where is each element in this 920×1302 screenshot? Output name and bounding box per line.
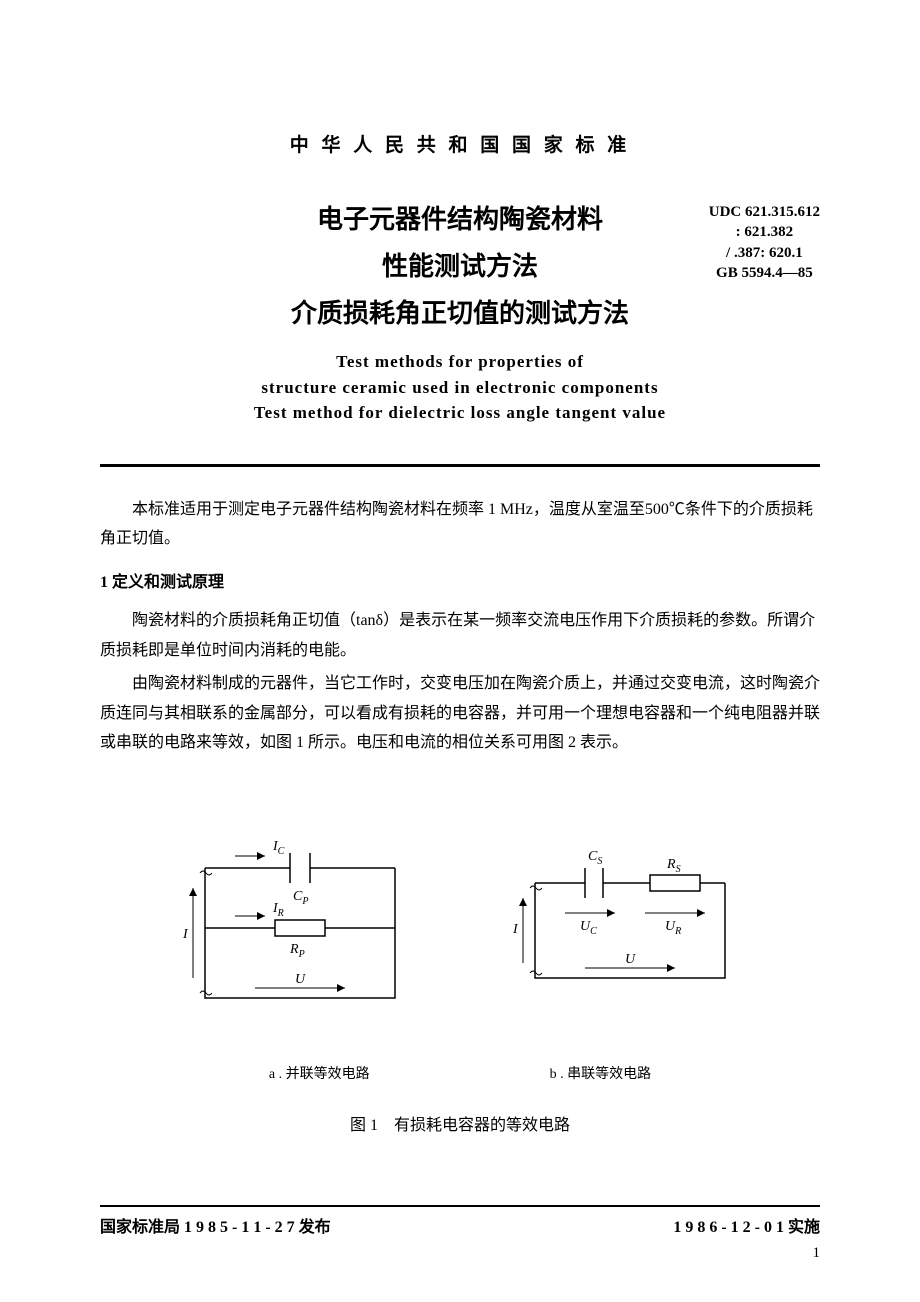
svg-text:U: U	[295, 972, 306, 987]
svg-text:CP: CP	[293, 889, 308, 907]
circuit-b-series: CS RS UC UR I U	[495, 828, 755, 1028]
main-title-line3: 介质损耗角正切值的测试方法	[100, 291, 820, 338]
title-section: 电子元器件结构陶瓷材料 性能测试方法 介质损耗角正切值的测试方法 UDC 621…	[100, 197, 820, 337]
svg-text:IR: IR	[272, 901, 284, 919]
svg-text:UC: UC	[580, 919, 597, 937]
svg-text:IC: IC	[272, 839, 285, 857]
country-standard-label: 中 华 人 民 共 和 国 国 家 标 准	[100, 130, 820, 157]
intro-paragraph: 本标准适用于测定电子元器件结构陶瓷材料在频率 1 MHz，温度从室温至500℃条…	[100, 495, 820, 554]
footer-line: 国家标准局 1 9 8 5 - 1 1 - 2 7 发布 1 9 8 6 - 1…	[100, 1213, 820, 1237]
footer-left: 国家标准局 1 9 8 5 - 1 1 - 2 7 发布	[100, 1213, 331, 1237]
svg-text:CS: CS	[588, 849, 602, 867]
footer-rule	[100, 1205, 820, 1207]
section-1-p2: 由陶瓷材料制成的元器件，当它工作时，交变电压加在陶瓷介质上，并通过交变电流，这时…	[100, 669, 820, 758]
en-title-line2: structure ceramic used in electronic com…	[100, 375, 820, 401]
section-1-heading: 1 定义和测试原理	[100, 568, 820, 592]
circuit-a-parallel: IC CP IR RP I U	[165, 828, 425, 1028]
footer-right: 1 9 8 6 - 1 2 - 0 1 实施	[673, 1213, 820, 1237]
caption-b: b . 串联等效电路	[550, 1063, 652, 1083]
svg-text:I: I	[512, 922, 519, 937]
svg-text:RP: RP	[289, 942, 305, 960]
svg-text:UR: UR	[665, 919, 681, 937]
udc-block: UDC 621.315.612 : 621.382 / .387: 620.1 …	[709, 202, 820, 283]
svg-text:I: I	[182, 927, 189, 942]
svg-text:RS: RS	[666, 857, 681, 875]
heavy-rule-top	[100, 464, 820, 467]
en-title-line3: Test method for dielectric loss angle ta…	[100, 400, 820, 426]
figure-1-area: IC CP IR RP I U	[100, 828, 820, 1028]
figure-1-title: 图 1 有损耗电容器的等效电路	[100, 1111, 820, 1135]
en-title-line1: Test methods for properties of	[100, 349, 820, 375]
english-title: Test methods for properties of structure…	[100, 349, 820, 426]
udc-line3: / .387: 620.1	[709, 243, 820, 263]
udc-line1: UDC 621.315.612	[709, 202, 820, 222]
section-1-p1: 陶瓷材料的介质损耗角正切值（tanδ）是表示在某一频率交流电压作用下介质损耗的参…	[100, 606, 820, 665]
figure-1-subcaptions: a . 并联等效电路 b . 串联等效电路	[100, 1063, 820, 1083]
page-number: 1	[813, 1245, 821, 1262]
caption-a: a . 并联等效电路	[269, 1063, 370, 1083]
udc-line2: : 621.382	[709, 222, 820, 242]
svg-text:U: U	[625, 952, 636, 967]
udc-line4: GB 5594.4—85	[709, 263, 820, 283]
